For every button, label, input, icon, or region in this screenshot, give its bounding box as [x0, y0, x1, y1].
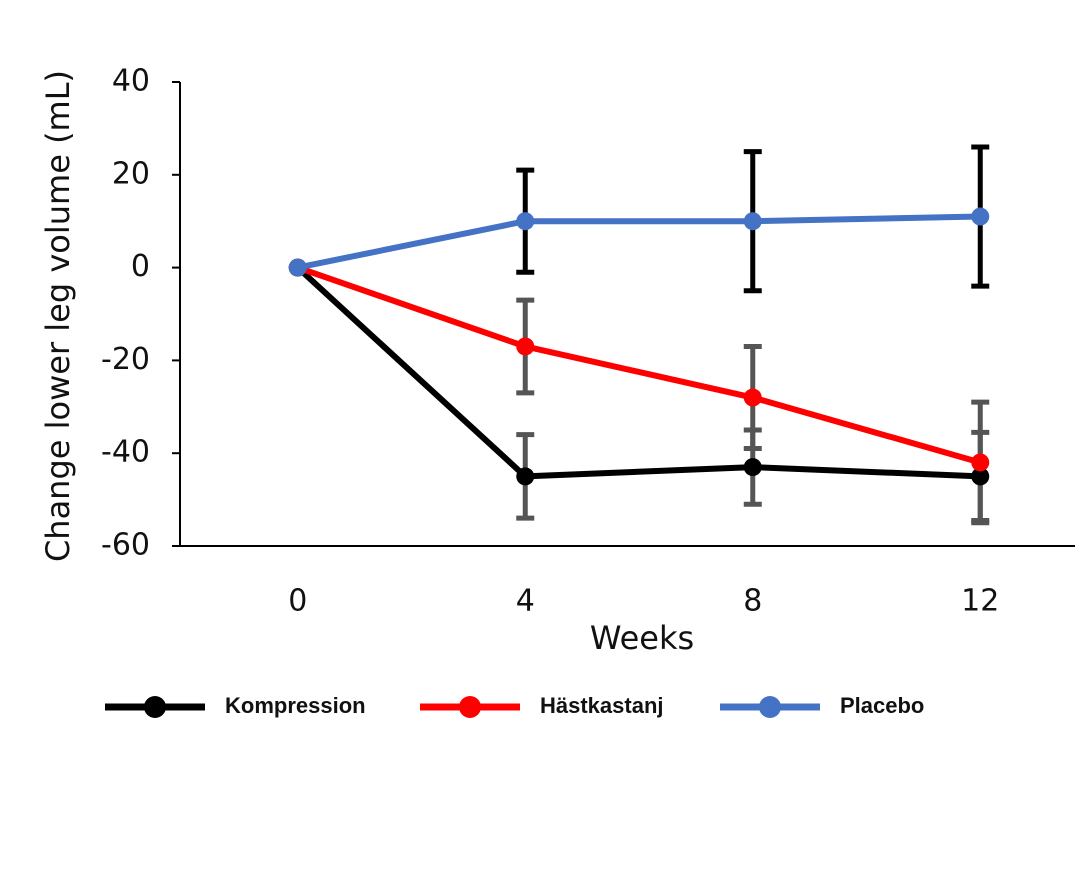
- series-line: [296, 264, 982, 466]
- legend-marker: [144, 696, 166, 718]
- x-tick-label: 4: [516, 584, 535, 619]
- data-point: [516, 337, 535, 356]
- data-point: [971, 467, 990, 486]
- legend-label: Kompression: [225, 693, 366, 718]
- series-line: [297, 213, 981, 271]
- y-tick-label: -60: [101, 528, 150, 563]
- y-tick-label: -20: [101, 342, 150, 377]
- x-tick-label: 12: [961, 584, 999, 619]
- data-point: [971, 207, 990, 226]
- y-tick-label: 40: [112, 64, 150, 99]
- data-point: [288, 258, 307, 277]
- data-point: [743, 388, 762, 407]
- y-tick-label: -40: [101, 435, 150, 470]
- data-point: [743, 458, 762, 477]
- data-point: [516, 467, 535, 486]
- legend-label: Hästkastanj: [540, 693, 664, 718]
- data-point: [971, 453, 990, 472]
- x-tick-label: 8: [743, 584, 762, 619]
- legend-marker: [759, 696, 781, 718]
- y-tick-label: 0: [131, 249, 150, 284]
- y-tick-label: 20: [112, 156, 150, 191]
- series-line: [295, 265, 981, 480]
- legend-label: Placebo: [840, 693, 924, 718]
- legend-marker: [459, 696, 481, 718]
- data-point: [743, 212, 762, 231]
- data-point: [516, 212, 535, 231]
- x-axis-title: Weeks: [590, 619, 694, 657]
- x-tick-label: 0: [288, 584, 307, 619]
- y-axis-title: Change lower leg volume (mL): [39, 70, 77, 562]
